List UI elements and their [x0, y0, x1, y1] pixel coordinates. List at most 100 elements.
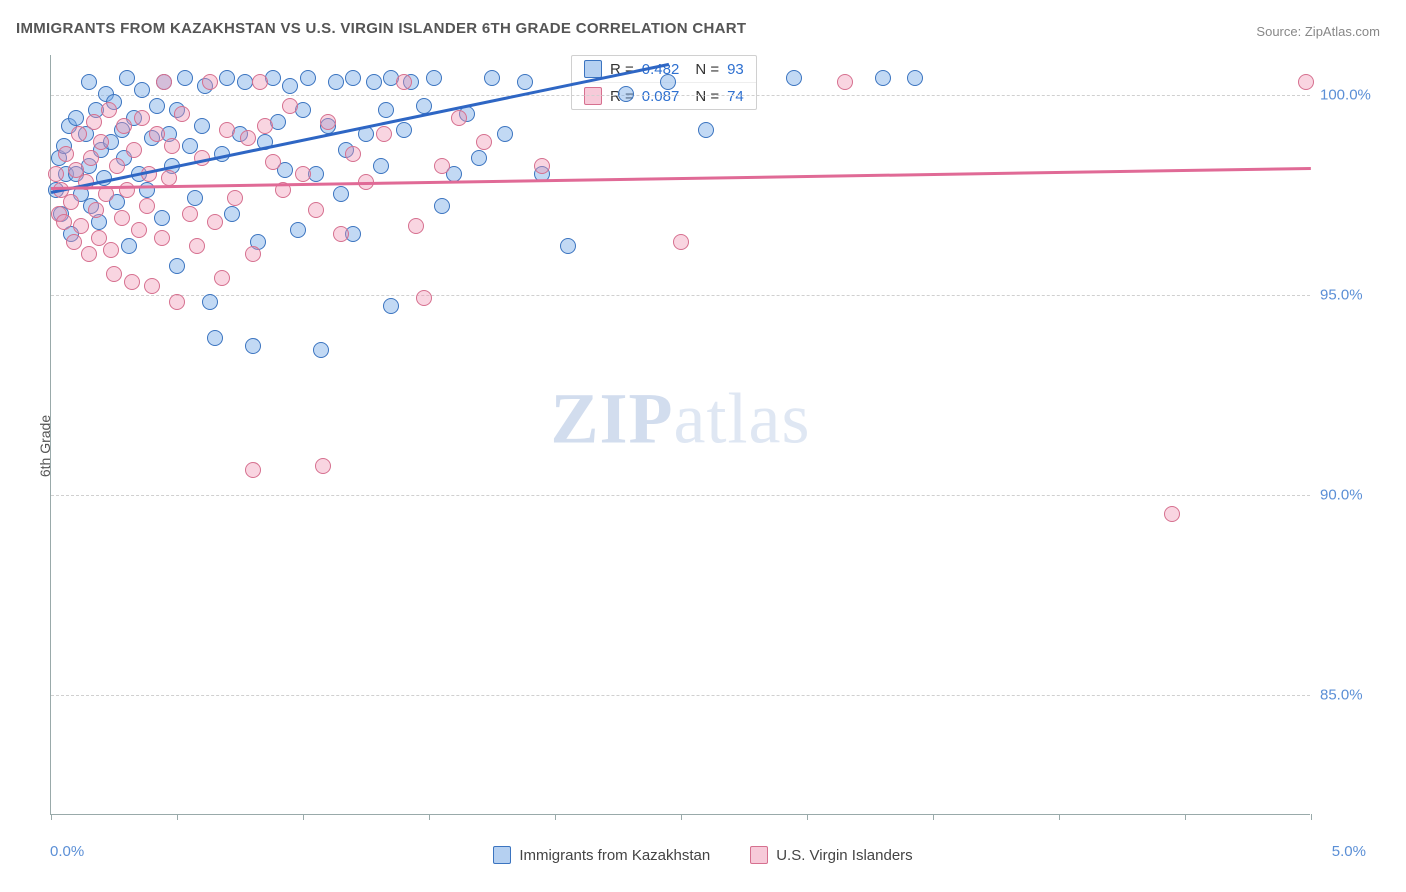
legend-swatch-series1-icon [493, 846, 511, 864]
data-point [257, 118, 273, 134]
data-point [219, 70, 235, 86]
data-point [66, 234, 82, 250]
legend-label-series1: Immigrants from Kazakhstan [519, 847, 710, 864]
data-point [434, 158, 450, 174]
data-point [189, 238, 205, 254]
data-point [219, 122, 235, 138]
data-point [214, 270, 230, 286]
data-point [88, 202, 104, 218]
x-tick [807, 814, 808, 820]
data-point [345, 146, 361, 162]
data-point [154, 230, 170, 246]
x-tick [1311, 814, 1312, 820]
x-tick [303, 814, 304, 820]
data-point [109, 158, 125, 174]
legend-swatch-series2 [584, 87, 602, 105]
data-point [308, 202, 324, 218]
data-point [144, 278, 160, 294]
data-point [93, 134, 109, 150]
data-point [58, 146, 74, 162]
data-point [81, 74, 97, 90]
data-point [698, 122, 714, 138]
data-point [73, 218, 89, 234]
watermark: ZIPatlas [551, 378, 811, 461]
data-point [71, 126, 87, 142]
data-point [252, 74, 268, 90]
data-point [194, 118, 210, 134]
data-point [837, 74, 853, 90]
legend-item-series2: U.S. Virgin Islanders [750, 846, 912, 864]
source-label: Source: [1256, 24, 1301, 39]
data-point [786, 70, 802, 86]
data-point [154, 210, 170, 226]
data-point [408, 218, 424, 234]
data-point [134, 82, 150, 98]
data-point [103, 242, 119, 258]
data-point [245, 338, 261, 354]
chart-title: IMMIGRANTS FROM KAZAKHSTAN VS U.S. VIRGI… [16, 20, 746, 37]
legend-label-series2: U.S. Virgin Islanders [776, 847, 912, 864]
data-point [121, 238, 137, 254]
r-value: 0.087 [642, 88, 680, 105]
data-point [91, 230, 107, 246]
scatter-plot-area: ZIPatlas R = 0.482 N = 93 R = 0.087 N = … [50, 55, 1310, 815]
data-point [282, 78, 298, 94]
data-point [126, 142, 142, 158]
data-point [202, 294, 218, 310]
data-point [313, 342, 329, 358]
x-tick [177, 814, 178, 820]
n-value: 74 [727, 88, 744, 105]
data-point [169, 258, 185, 274]
data-point [124, 274, 140, 290]
data-point [240, 130, 256, 146]
data-point [396, 122, 412, 138]
y-tick-label: 95.0% [1320, 287, 1400, 304]
data-point [517, 74, 533, 90]
data-point [265, 154, 281, 170]
data-point [383, 298, 399, 314]
data-point [295, 166, 311, 182]
data-point [290, 222, 306, 238]
data-point [224, 206, 240, 222]
series-legend: Immigrants from Kazakhstan U.S. Virgin I… [0, 846, 1406, 864]
legend-swatch-series2-icon [750, 846, 768, 864]
data-point [81, 246, 97, 262]
data-point [282, 98, 298, 114]
data-point [56, 214, 72, 230]
data-point [345, 70, 361, 86]
legend-swatch-series1 [584, 60, 602, 78]
data-point [86, 114, 102, 130]
gridline [51, 295, 1310, 296]
data-point [207, 214, 223, 230]
data-point [187, 190, 203, 206]
x-tick [51, 814, 52, 820]
data-point [471, 150, 487, 166]
data-point [476, 134, 492, 150]
data-point [328, 74, 344, 90]
n-value: 93 [727, 61, 744, 78]
x-tick [933, 814, 934, 820]
source-value: ZipAtlas.com [1305, 24, 1380, 39]
data-point [534, 158, 550, 174]
data-point [139, 198, 155, 214]
watermark-part1: ZIP [551, 379, 674, 459]
data-point [497, 126, 513, 142]
data-point [169, 294, 185, 310]
data-point [426, 70, 442, 86]
data-point [161, 170, 177, 186]
y-tick-label: 90.0% [1320, 487, 1400, 504]
data-point [451, 110, 467, 126]
data-point [245, 462, 261, 478]
data-point [673, 234, 689, 250]
data-point [182, 206, 198, 222]
y-tick-label: 100.0% [1320, 87, 1400, 104]
data-point [63, 194, 79, 210]
legend-item-series1: Immigrants from Kazakhstan [493, 846, 710, 864]
data-point [1298, 74, 1314, 90]
data-point [315, 458, 331, 474]
data-point [134, 110, 150, 126]
data-point [378, 102, 394, 118]
data-point [119, 182, 135, 198]
data-point [333, 226, 349, 242]
data-point [875, 70, 891, 86]
